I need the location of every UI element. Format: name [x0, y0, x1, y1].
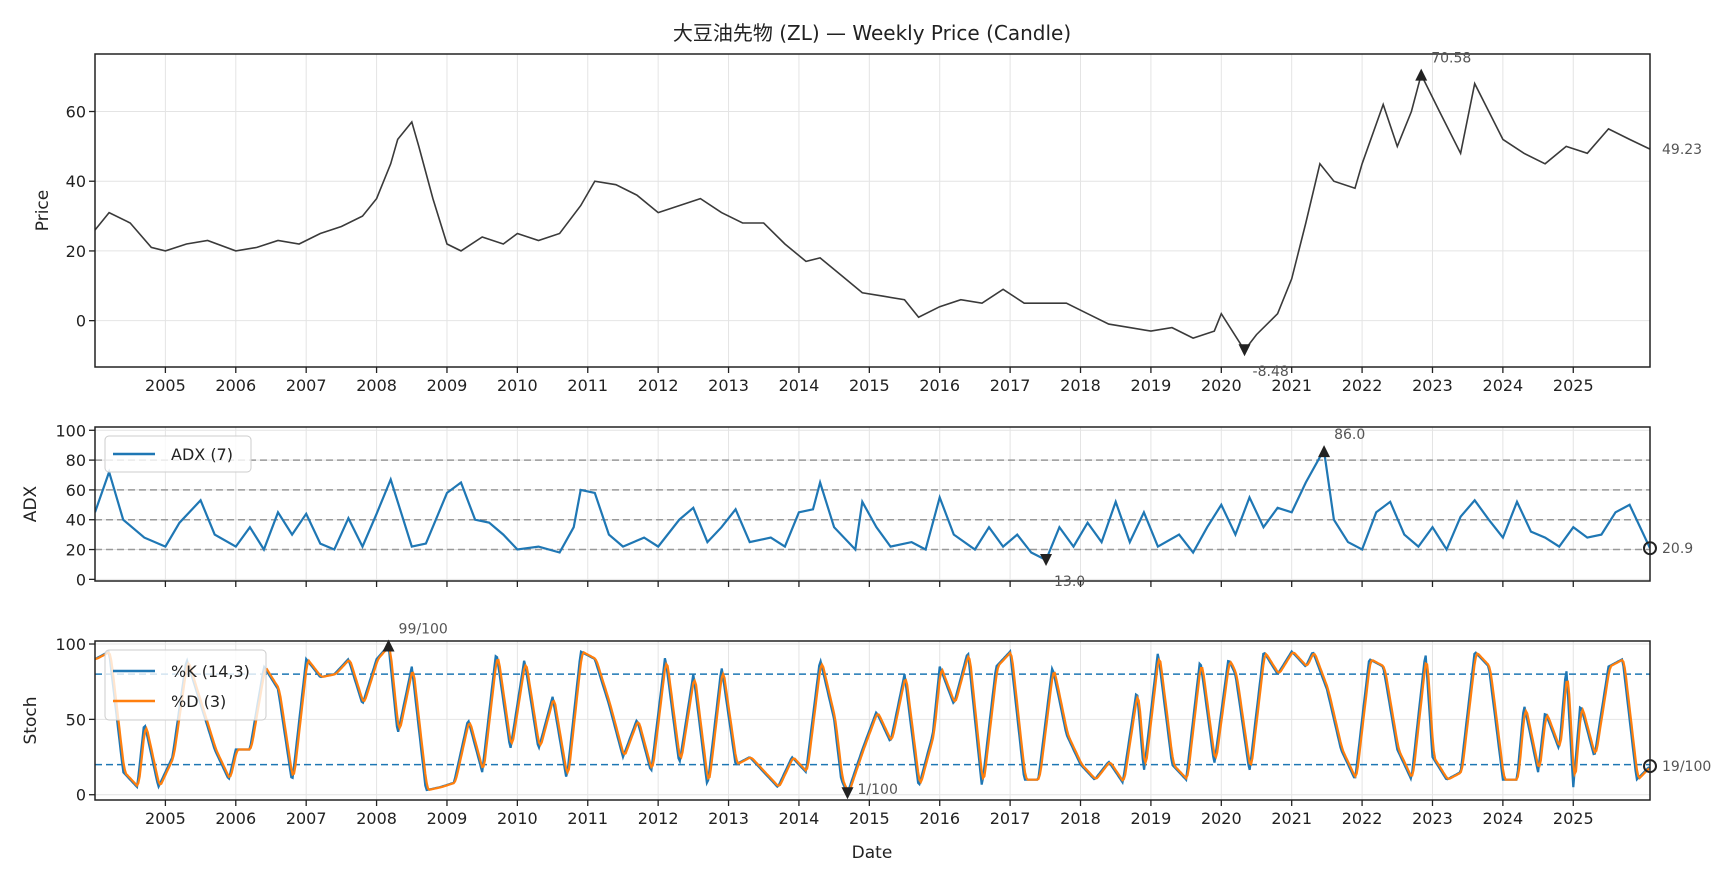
- x-tick-label: 2025: [1553, 809, 1594, 828]
- last-value-label: 49.23: [1662, 142, 1702, 158]
- x-tick-label: 2020: [1201, 809, 1242, 828]
- y-axis-label: Stoch: [21, 697, 41, 745]
- plot-area: [95, 645, 1650, 796]
- y-tick-label: 80: [66, 451, 86, 470]
- axes-frame: [94, 426, 1651, 582]
- x-tick-label: 2015: [849, 376, 890, 395]
- y-tick-label: 20: [66, 541, 86, 560]
- x-tick-label: 2010: [497, 809, 538, 828]
- panel-price: 2005 2006 2007 2008 2009 2010 2011 2012 2013 2014…: [33, 51, 1702, 395]
- legend-box: [104, 649, 267, 721]
- x-tick-label: 2019: [1131, 809, 1172, 828]
- y-axis-label: Price: [33, 190, 53, 231]
- x-tick-label: 2010: [497, 376, 538, 395]
- y-tick-label: 0: [76, 570, 86, 589]
- last-value-marker-icon: [1643, 541, 1657, 556]
- panel-stoch: 2005 2006 2007 2008 2009 2010 2011 2012 2013 2014…: [21, 622, 1711, 828]
- y-tick-label: 50: [66, 710, 86, 729]
- chart-title: 大豆油先物 (ZL) — Weekly Price (Candle): [673, 21, 1071, 45]
- panel-adx: 0 20 40 60 80 100 ADX 86.0 13.0 20.9 ADX (7): [21, 421, 1693, 590]
- x-tick-label: 2017: [990, 809, 1031, 828]
- y-tick-label: 100: [55, 421, 86, 440]
- max-label: 99/100: [399, 622, 448, 638]
- stoch-k-line: [95, 645, 1650, 796]
- stoch-d-line: [95, 646, 1650, 792]
- x-tick-label: 2023: [1412, 376, 1453, 395]
- legend-label: %K (14,3): [171, 662, 250, 681]
- x-tick-label: 2020: [1201, 376, 1242, 395]
- x-tick-label: 2017: [990, 376, 1031, 395]
- x-tick-label: 2014: [779, 809, 820, 828]
- x-tick-label: 2006: [215, 376, 256, 395]
- last-value-marker-icon: [1643, 759, 1657, 774]
- min-marker-icon: [841, 787, 854, 800]
- x-tick-label: 2007: [286, 376, 327, 395]
- y-tick-label: 60: [66, 103, 86, 122]
- x-tick-label: 2006: [215, 809, 256, 828]
- x-tick-label: 2022: [1342, 809, 1383, 828]
- legend-label: ADX (7): [171, 445, 233, 464]
- y-tick-label: 20: [66, 242, 86, 261]
- x-tick-label: 2024: [1483, 809, 1524, 828]
- max-marker-icon: [1415, 68, 1428, 81]
- x-tick-label: 2012: [638, 376, 679, 395]
- x-tick-label: 2012: [638, 809, 679, 828]
- x-tick-label: 2023: [1412, 809, 1453, 828]
- y-axis-label: ADX: [21, 485, 41, 522]
- x-tick-label: 2019: [1131, 376, 1172, 395]
- x-axis-label: Date: [852, 843, 893, 863]
- legend-box: [104, 435, 252, 473]
- axes-frame: [94, 53, 1651, 368]
- legend-label: %D (3): [171, 692, 226, 711]
- x-tick-label: 2016: [919, 376, 960, 395]
- max-label: 86.0: [1334, 427, 1365, 443]
- x-tick-label: 2011: [567, 376, 608, 395]
- y-tick-label: 40: [66, 172, 86, 191]
- plot-area: [95, 448, 1650, 562]
- x-tick-label: 2016: [919, 809, 960, 828]
- min-label: 1/100: [858, 782, 898, 798]
- y-tick-label: 60: [66, 481, 86, 500]
- x-tick-label: 2009: [427, 809, 468, 828]
- x-tick-label: 2009: [427, 376, 468, 395]
- x-tick-label: 2018: [1060, 376, 1101, 395]
- max-label: 70.58: [1431, 51, 1471, 67]
- price-line: [95, 72, 1650, 352]
- max-marker-icon: [1318, 445, 1331, 458]
- min-marker-icon: [1040, 553, 1053, 566]
- y-tick-label: 0: [76, 786, 86, 805]
- x-tick-label: 2015: [849, 809, 890, 828]
- y-tick-label: 100: [55, 635, 86, 654]
- plot-area: [95, 72, 1650, 352]
- min-label: -8.48: [1253, 364, 1289, 380]
- x-tick-label: 2021: [1271, 809, 1312, 828]
- x-tick-label: 2022: [1342, 376, 1383, 395]
- x-tick-label: 2008: [356, 376, 397, 395]
- x-tick-label: 2025: [1553, 376, 1594, 395]
- min-marker-icon: [1238, 344, 1251, 357]
- x-tick-label: 2005: [145, 809, 186, 828]
- last-value-label: 19/100: [1662, 759, 1711, 775]
- x-tick-label: 2024: [1483, 376, 1524, 395]
- x-tick-label: 2018: [1060, 809, 1101, 828]
- x-tick-label: 2007: [286, 809, 327, 828]
- y-tick-label: 40: [66, 511, 86, 530]
- max-marker-icon: [382, 639, 395, 652]
- min-label: 13.0: [1054, 574, 1085, 590]
- last-value-label: 20.9: [1662, 541, 1693, 557]
- x-tick-label: 2008: [356, 809, 397, 828]
- adx-line: [95, 448, 1650, 562]
- x-tick-label: 2014: [779, 376, 820, 395]
- x-tick-label: 2013: [708, 809, 749, 828]
- x-tick-label: 2021: [1271, 376, 1312, 395]
- y-tick-label: 0: [76, 312, 86, 331]
- axes-frame: [94, 640, 1651, 801]
- x-tick-label: 2011: [567, 809, 608, 828]
- x-tick-label: 2005: [145, 376, 186, 395]
- x-tick-label: 2013: [708, 376, 749, 395]
